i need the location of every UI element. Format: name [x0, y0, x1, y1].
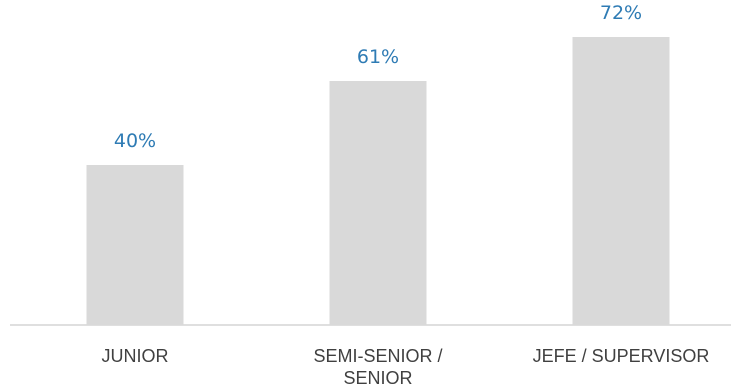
bars-group	[86, 37, 670, 325]
value-label-1: 61%	[357, 46, 399, 68]
category-label-0-line-0: JUNIOR	[102, 346, 169, 366]
value-labels-group: 40% 61% 72%	[114, 2, 642, 152]
value-label-2: 72%	[600, 2, 642, 24]
category-label-1-line-0: SEMI-SENIOR /	[313, 346, 442, 366]
category-labels-group: JUNIOR SEMI-SENIOR /SENIOR JEFE / SUPERVIS…	[102, 346, 710, 388]
bar-1	[329, 81, 427, 325]
value-label-0: 40%	[114, 130, 156, 152]
category-label-1-line-1: SENIOR	[343, 368, 412, 388]
bar-2	[572, 37, 670, 325]
category-label-2-line-0: JEFE / SUPERVISOR	[533, 346, 710, 366]
bar-0	[86, 165, 184, 325]
